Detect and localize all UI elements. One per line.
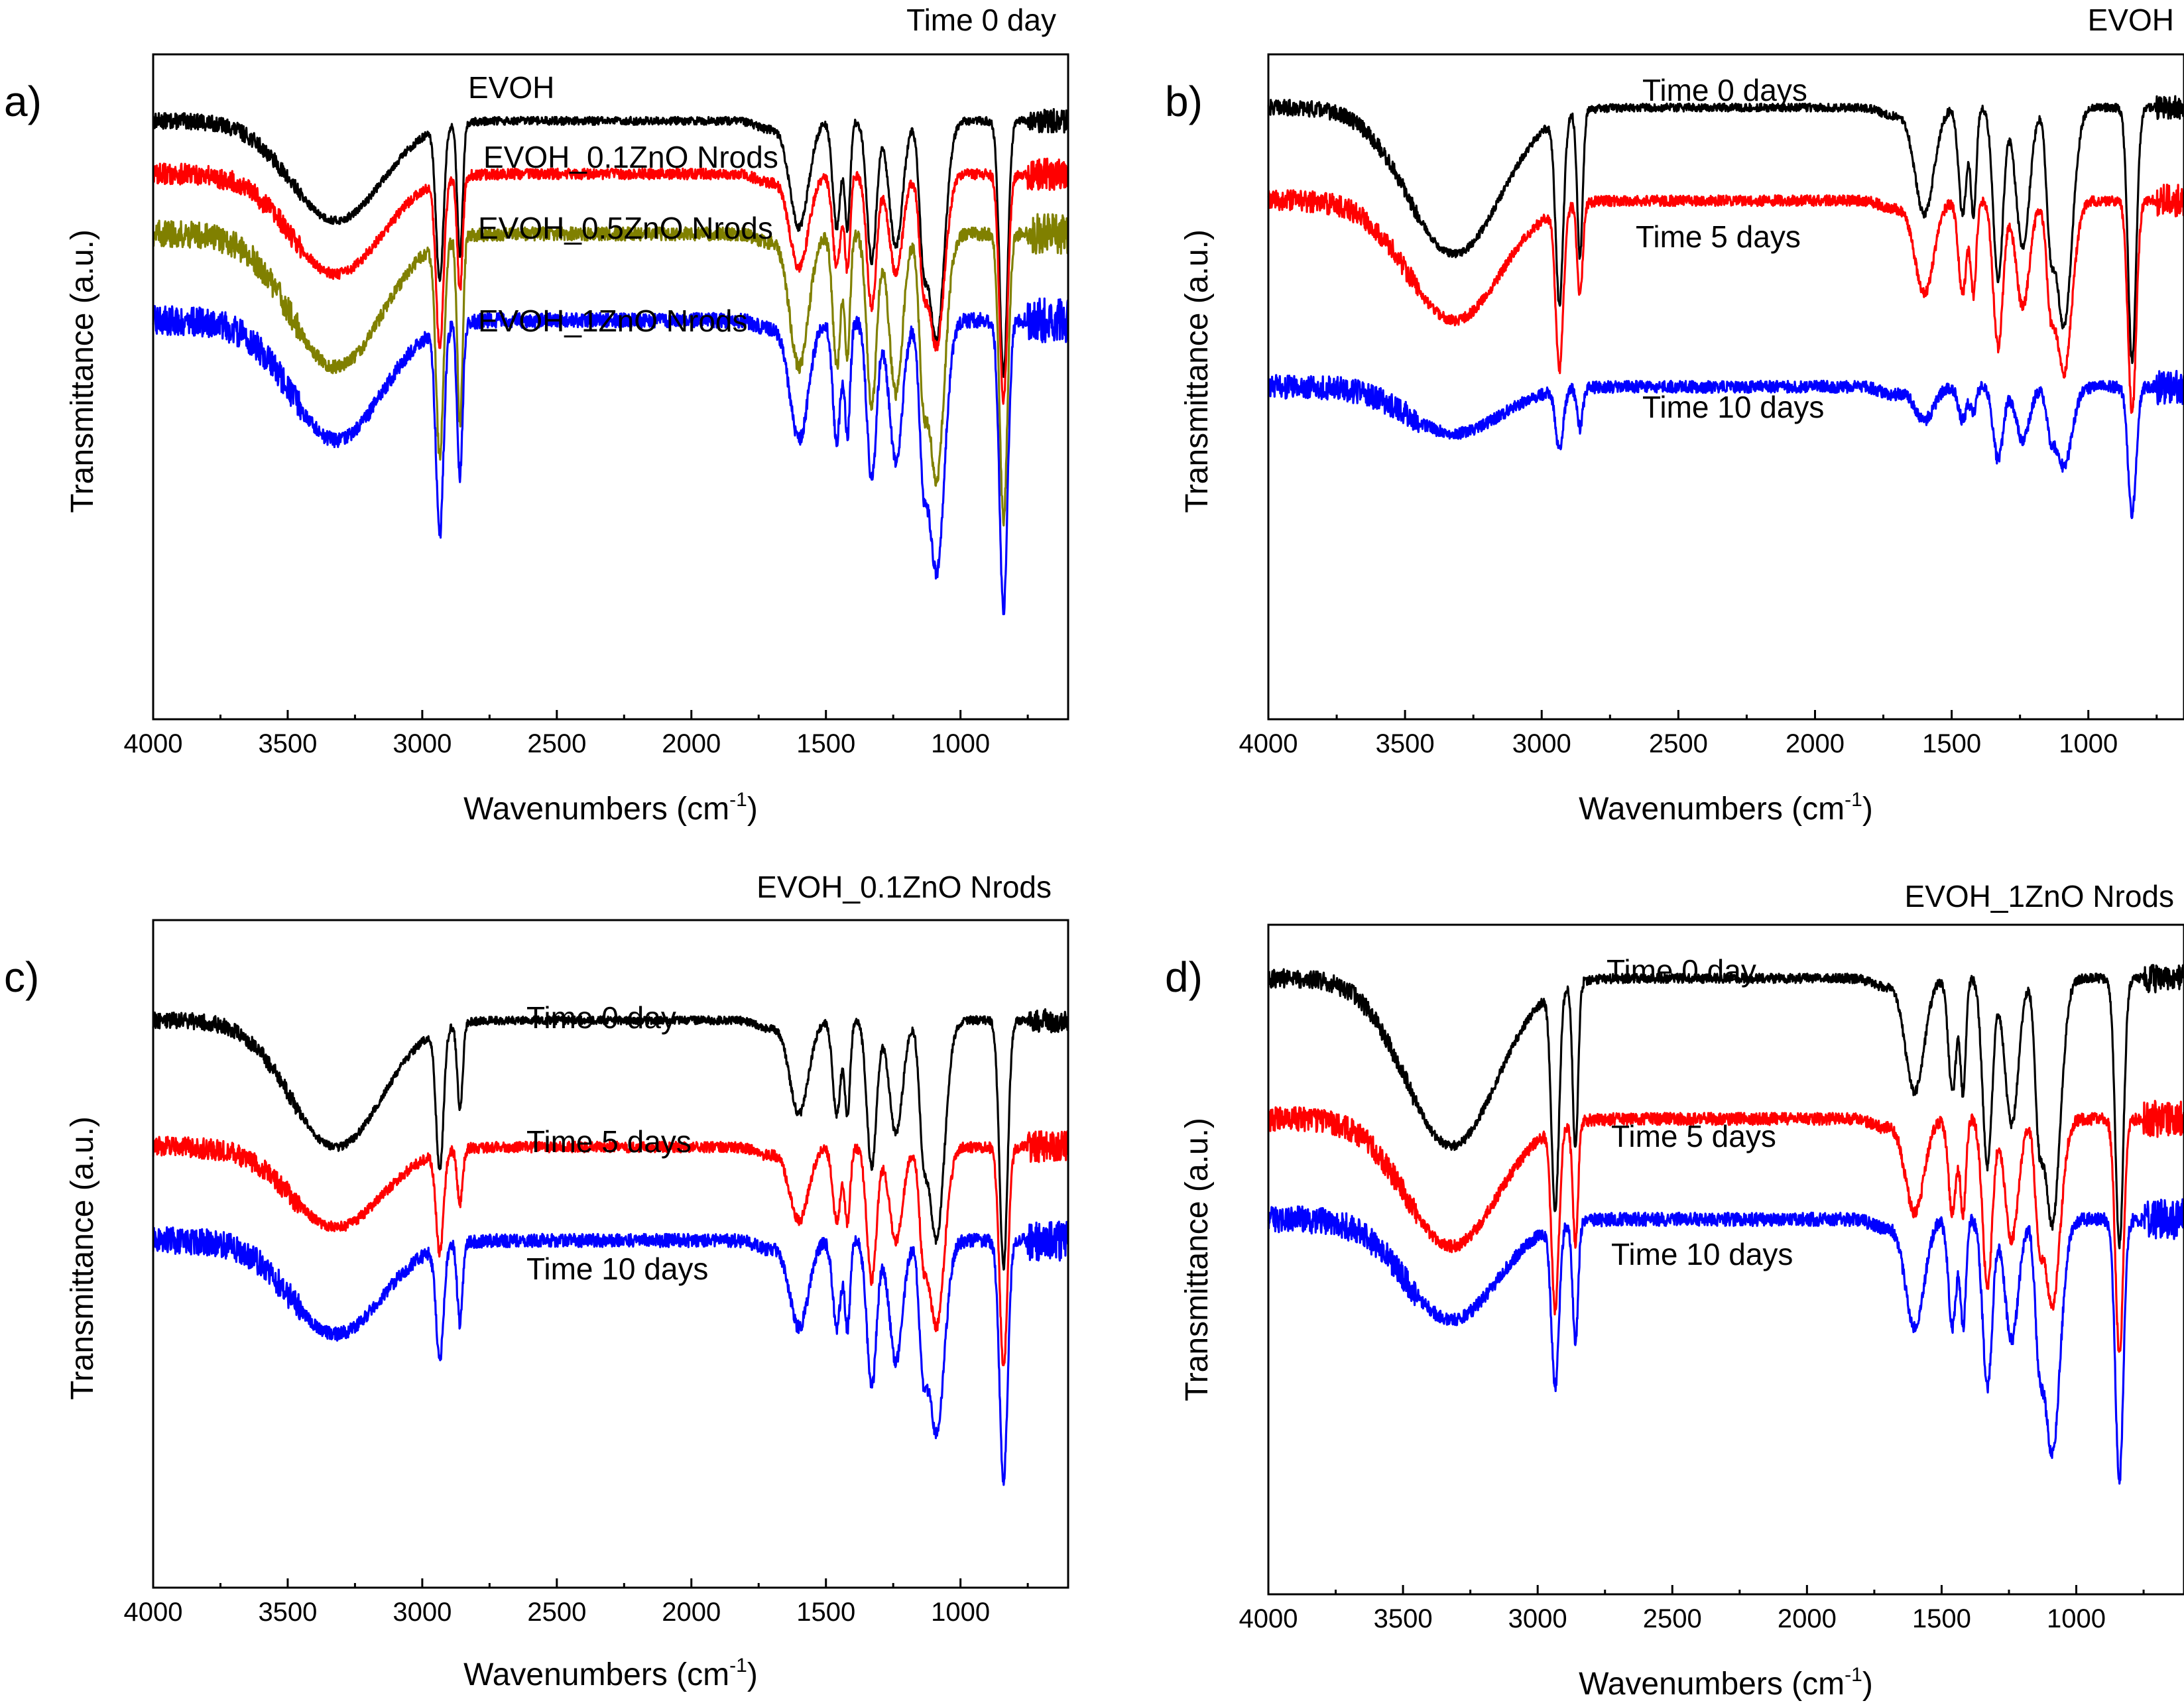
panel-a-x-tick-label: 4000	[124, 729, 183, 758]
panel-d-y-axis-label: Transmittance (a.u.)	[1180, 1118, 1215, 1401]
panel-c-x-axis-label-main: Wavenumbers (cm	[463, 1657, 729, 1692]
panel-d-x-tick-label: 3500	[1374, 1604, 1433, 1633]
panel-c-x-axis-label: Wavenumbers (cm-1)	[463, 1655, 758, 1692]
panel-d-x-axis-label-sup: -1	[1845, 1664, 1862, 1686]
panel-a-x-tick-label: 2000	[662, 729, 721, 758]
panel-c-x-tick-label: 2000	[662, 1598, 721, 1627]
panel-a-series-line-evoh-0-5zno-nrods	[152, 213, 1069, 527]
panel-c-axes-frame	[152, 919, 1069, 1589]
panel-c-x-tick-label: 4000	[124, 1598, 183, 1627]
panel-c-x-axis-label-suffix: )	[747, 1657, 758, 1692]
panel-d-x-tick-label: 2000	[1778, 1604, 1837, 1633]
panel-c-plot-area: 4000 3500 3000 2500 2000 1500 1000	[124, 919, 1069, 1627]
panel-c-x-tick-label: 3500	[258, 1598, 317, 1627]
panel-a-axes-frame	[152, 53, 1069, 721]
panel-b-plot-area: 4000 3500 3000 2500 2000 1500 1000	[1239, 53, 2184, 758]
panel-d-x-tick-label: 1500	[1912, 1604, 1971, 1633]
panel-c-series-label-time5: Time 5 days	[526, 1124, 692, 1159]
panel-d-axes-frame	[1267, 923, 2184, 1596]
panel-c-y-axis-label: Transmittance (a.u.)	[65, 1116, 100, 1400]
panel-c-series-line-time-0-day	[152, 1008, 1069, 1271]
panel-d-letter: d)	[1165, 953, 1203, 1001]
panel-a-y-axis-label: Transmittance (a.u.)	[65, 229, 100, 513]
panel-b: b) EVOH Transmittance (a.u.) Wavenumbers…	[1165, 3, 2184, 827]
panel-b-x-tick-label: 2500	[1649, 729, 1708, 758]
panel-b-x-axis-label-sup: -1	[1845, 789, 1862, 811]
panel-a-x-axis-label-main: Wavenumbers (cm	[463, 792, 729, 827]
panel-c-title: EVOH_0.1ZnO Nrods	[757, 870, 1052, 904]
panel-a-title: Time 0 day	[906, 3, 1056, 37]
panel-b-series-line-time-5-days	[1267, 184, 2184, 414]
panel-a-series-label-evoh: EVOH	[468, 70, 554, 105]
panel-b-y-axis-label: Transmittance (a.u.)	[1180, 229, 1215, 513]
panel-b-x-axis-label-main: Wavenumbers (cm	[1579, 792, 1845, 827]
panel-a-letter: a)	[4, 78, 42, 125]
panel-a-x-tick-label: 3500	[258, 729, 317, 758]
panel-a-series-label-1zno: EVOH_1ZnO Nrods	[478, 304, 747, 338]
panel-d-x-axis-label-suffix: )	[1862, 1667, 1873, 1702]
panel-b-title: EVOH	[2088, 3, 2174, 37]
panel-b-x-tick-label: 3000	[1512, 729, 1571, 758]
panel-a-series-line-evoh-1zno-nrods	[152, 297, 1069, 616]
panel-a-plot-area: 4000 3500 3000 2500 2000 1500 1000	[124, 53, 1069, 758]
panel-c-x-tick-label: 1500	[796, 1598, 855, 1627]
panel-c-series-line-time-10-days	[152, 1220, 1069, 1486]
panel-a-x-tick-label: 2500	[527, 729, 586, 758]
panel-a-series-label-0.1zno: EVOH_0.1ZnO Nrods	[483, 140, 778, 174]
panel-b-series-label-time0: Time 0 days	[1642, 73, 1807, 107]
panel-d: d) EVOH_1ZnO Nrods Transmittance (a.u.) …	[1165, 879, 2184, 1702]
panel-d-x-axis-label: Wavenumbers (cm-1)	[1579, 1664, 1873, 1702]
panel-c-series-label-time0: Time 0 day	[526, 1000, 676, 1035]
panel-b-x-tick-label: 1000	[2059, 729, 2118, 758]
panel-b-x-tick-label: 3500	[1376, 729, 1435, 758]
panel-c-x-tick-label: 3000	[393, 1598, 452, 1627]
panel-d-series-line-time-0-day	[1267, 964, 2184, 1250]
panel-d-title: EVOH_1ZnO Nrods	[1905, 879, 2174, 913]
panel-d-series-label-time5: Time 5 days	[1611, 1119, 1776, 1153]
panel-a-series-line-evoh	[152, 108, 1069, 379]
panel-d-series-label-time0: Time 0 day	[1607, 953, 1756, 988]
panel-d-x-tick-label: 3000	[1508, 1604, 1567, 1633]
panel-b-axes-frame	[1267, 53, 2184, 721]
panel-b-x-tick-label: 4000	[1239, 729, 1298, 758]
panel-c: c) EVOH_0.1ZnO Nrods Transmittance (a.u.…	[4, 870, 1069, 1692]
panel-d-x-tick-label: 1000	[2047, 1604, 2106, 1633]
panel-d-x-tick-label: 4000	[1239, 1604, 1298, 1633]
panel-c-series-line-time-5-days	[152, 1130, 1069, 1366]
panel-d-x-tick-label: 2500	[1643, 1604, 1702, 1633]
panel-b-series-line-time-10-days	[1267, 369, 2184, 520]
panel-d-plot-area: 4000 3500 3000 2500 2000 1500 1000	[1239, 923, 2184, 1633]
panel-a-x-tick-label: 1500	[796, 729, 855, 758]
panel-b-series-label-time5: Time 5 days	[1636, 219, 1801, 254]
panel-a-x-tick-label: 1000	[931, 729, 990, 758]
panel-a-x-axis-label-sup: -1	[729, 789, 747, 811]
panel-b-series-label-time10: Time 10 days	[1642, 390, 1824, 424]
panel-c-letter: c)	[4, 953, 39, 1001]
panel-a-series-line-evoh-0-1zno-nrods	[152, 157, 1069, 405]
panel-b-x-tick-label: 2000	[1786, 729, 1845, 758]
panel-c-x-tick-label: 1000	[931, 1598, 990, 1627]
panel-a-x-axis-label-suffix: )	[747, 792, 758, 827]
panel-b-x-tick-label: 1500	[1922, 729, 1981, 758]
panel-c-series-label-time10: Time 10 days	[526, 1252, 708, 1286]
panel-d-series-line-time-5-days	[1267, 1100, 2184, 1353]
panel-c-x-tick-label: 2500	[527, 1598, 586, 1627]
panel-c-x-axis-label-sup: -1	[729, 1655, 747, 1676]
panel-b-series-line-time-0-days	[1267, 95, 2184, 365]
panel-d-x-axis-label-main: Wavenumbers (cm	[1579, 1667, 1845, 1702]
panel-b-x-axis-label-suffix: )	[1862, 792, 1873, 827]
panel-d-series-line-time-10-days	[1267, 1198, 2184, 1485]
panel-a-series-label-0.5zno: EVOH_0.5ZnO Nrods	[478, 211, 773, 245]
panel-b-letter: b)	[1165, 78, 1203, 125]
panel-a: a) Time 0 day Transmittance (a.u.) Waven…	[4, 3, 1069, 827]
panel-b-x-axis-label: Wavenumbers (cm-1)	[1579, 789, 1873, 827]
panel-d-series-label-time10: Time 10 days	[1611, 1237, 1793, 1271]
panel-a-x-axis-label: Wavenumbers (cm-1)	[463, 789, 758, 827]
panel-a-x-tick-label: 3000	[393, 729, 452, 758]
